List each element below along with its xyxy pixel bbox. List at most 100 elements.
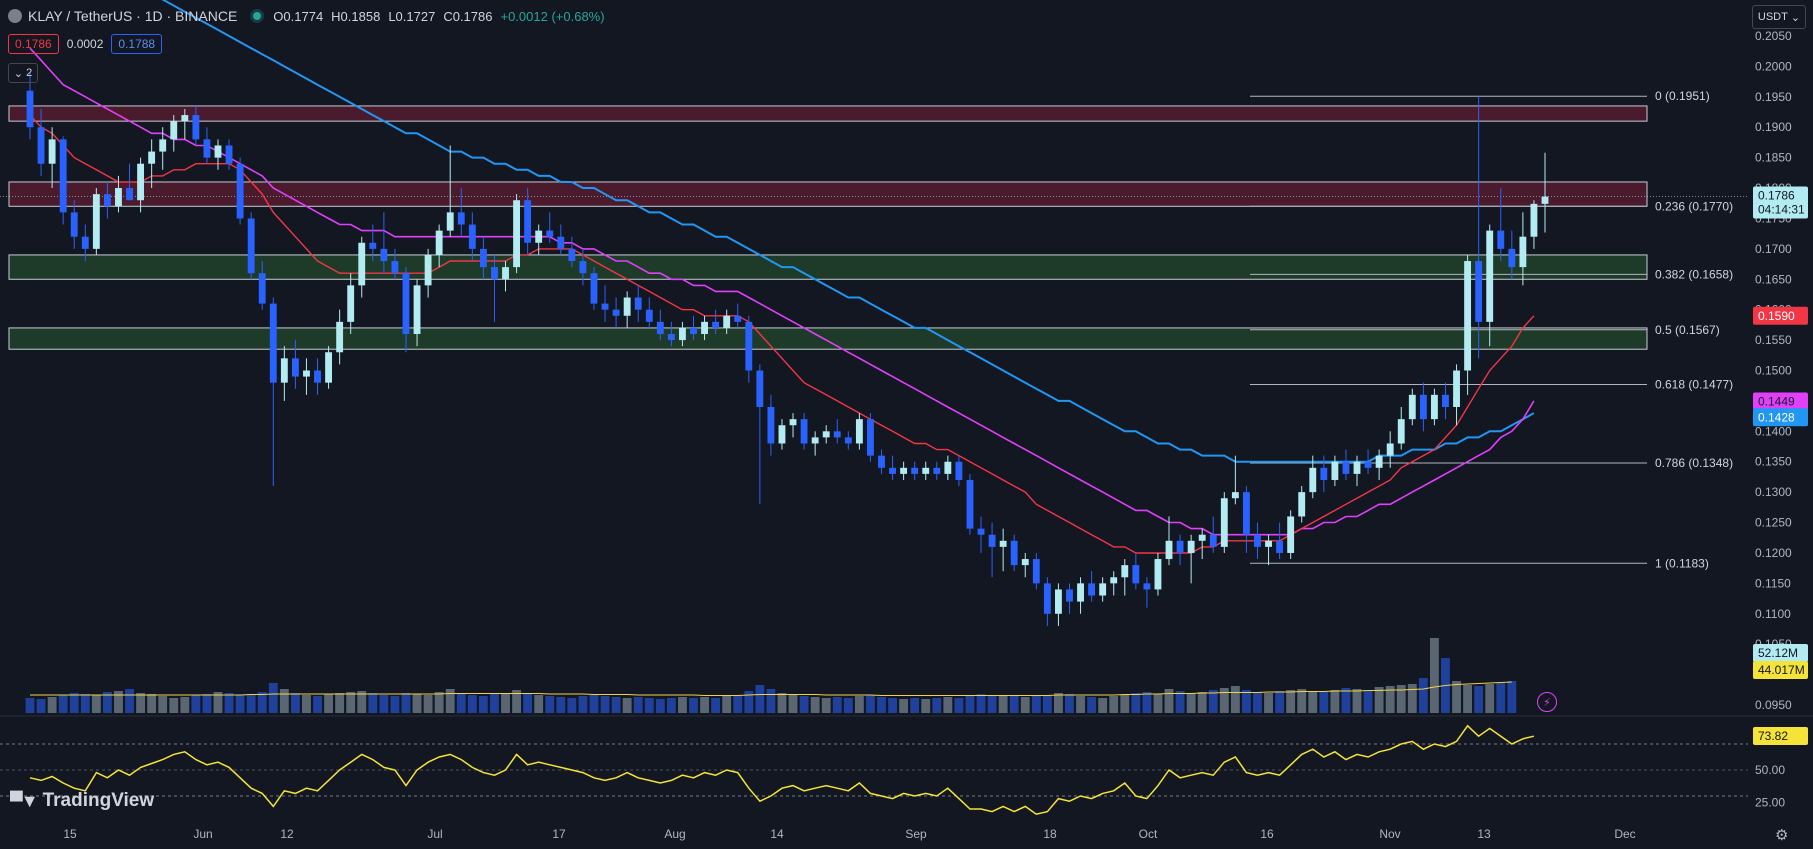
volume-bar (379, 695, 389, 713)
volume-bar (1418, 678, 1428, 713)
volume-bar (1175, 691, 1185, 713)
volume-bar (987, 695, 997, 713)
last-price-badge-text: 04:14:31 (1758, 203, 1805, 217)
fib-label-1: 0.236 (0.1770) (1655, 199, 1733, 213)
candle-body (999, 540, 1007, 547)
candle-body (745, 321, 753, 371)
brand-name: TradingView (42, 790, 155, 811)
candle-body (1220, 498, 1228, 547)
candle-body (1043, 583, 1051, 614)
volume-bar (47, 697, 57, 713)
volume-bar (1496, 683, 1506, 713)
volume-bar (1474, 686, 1484, 713)
candle-body (844, 437, 852, 444)
volume-bar (268, 683, 278, 713)
date-tick-label: Jul (427, 827, 442, 841)
volume-bar (456, 693, 466, 713)
date-tick-label: Jun (193, 827, 212, 841)
candle-body (656, 321, 664, 335)
candle-body (1176, 540, 1184, 553)
tradingview-logo[interactable]: ▀▼ TradingView (10, 790, 154, 812)
volume-bar (766, 689, 776, 713)
date-tick-label: Sep (905, 827, 927, 841)
volume-bar (523, 694, 533, 713)
volume-bar (744, 691, 754, 713)
volume-bar (125, 689, 134, 713)
volume-bar (722, 696, 732, 713)
volume-bar (711, 698, 721, 713)
volume-bar (810, 697, 820, 713)
volume-bar (412, 694, 422, 713)
volume-bar (401, 693, 411, 713)
symbol-title[interactable]: KLAY / TetherUS · 1D · BINANCE (28, 8, 238, 24)
lightning-icon[interactable]: ⚡ (1537, 692, 1557, 712)
candle-body (126, 188, 133, 201)
moving-averages-layer (29, 0, 1535, 554)
volume-bar (169, 698, 179, 713)
volume-bar (36, 699, 46, 713)
gear-icon[interactable]: ⚙ (1775, 827, 1789, 844)
candle-body (502, 267, 509, 280)
volume-bar (888, 698, 897, 713)
candle-body (137, 163, 145, 201)
date-tick-label: 17 (552, 827, 566, 841)
volume-bar (357, 691, 367, 713)
candle-body (789, 419, 797, 426)
candle-body (535, 230, 543, 243)
candle-body (590, 273, 598, 304)
trade-buttons: 0.1786 0.0002 0.1788 (8, 34, 163, 54)
currency-select[interactable]: USDT ⌄ (1752, 5, 1806, 29)
volume-bar (302, 695, 311, 713)
candle-body (181, 115, 189, 122)
volume-bar (158, 696, 168, 713)
tradingview-logo-icon: ▀▼ (10, 790, 39, 811)
volume-bar (1009, 695, 1019, 713)
candle-body (1419, 394, 1427, 420)
candle-body (1541, 196, 1549, 204)
fib-label-0: 0 (0.1951) (1655, 89, 1710, 103)
volume-bar (1076, 696, 1085, 713)
candles-layer (26, 72, 1549, 626)
volume-bar (832, 697, 842, 713)
price-tick-label: 0.1400 (1755, 424, 1792, 438)
volume-bar (1264, 693, 1273, 713)
candle-body (1453, 370, 1460, 407)
volume-bar (423, 695, 433, 713)
sma_magenta-line (29, 47, 1535, 536)
price-tick-label: 0.1500 (1755, 364, 1792, 378)
market-open-icon (253, 12, 262, 20)
candle-body (424, 254, 432, 286)
klay-coin-icon (8, 9, 22, 23)
volume-bar (1374, 687, 1384, 713)
candle-body (800, 419, 808, 444)
price-tick-label: 0.1200 (1755, 546, 1792, 560)
candle-body (236, 163, 244, 219)
volume-bar (877, 697, 886, 713)
price-tick-label: 0.1550 (1755, 333, 1792, 347)
zone-support-2 (8, 254, 1648, 280)
sma_blue-line (161, 0, 1535, 463)
fib-label-3: 0.5 (0.1567) (1655, 323, 1720, 337)
last-price-badge (1753, 186, 1808, 219)
sell-button[interactable]: 0.1786 (8, 34, 59, 54)
low-value: L0.1727 (388, 8, 436, 24)
zones-layer (0, 105, 1748, 350)
candle-body (413, 285, 421, 335)
candle-body (822, 431, 830, 438)
volume-bar (324, 694, 333, 713)
candle-body (955, 461, 963, 480)
volume-bar (1042, 695, 1052, 713)
candle-body (712, 321, 720, 328)
candle-body (1442, 394, 1449, 407)
buy-button[interactable]: 0.1788 (111, 34, 163, 54)
candle-body (1132, 565, 1140, 584)
volume-bar (965, 696, 975, 713)
candle-body (778, 425, 786, 444)
candle-body (1099, 583, 1107, 596)
candle-body (1486, 230, 1494, 322)
indicators-toggle-button[interactable]: ⌄ 2 (8, 63, 38, 83)
candle-body (269, 303, 277, 383)
volume-bar (368, 693, 378, 713)
volume-bar (1131, 693, 1141, 713)
